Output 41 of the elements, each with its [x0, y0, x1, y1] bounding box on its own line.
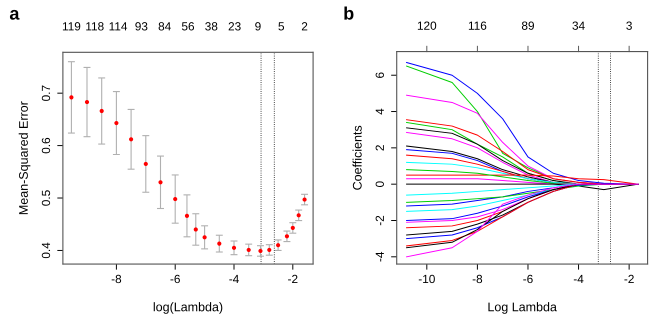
text: 93 [135, 22, 148, 31]
y-axis-title: Coefficients [352, 126, 362, 190]
x-tick-label: -6 [170, 274, 180, 284]
y-tick-label: 6 [376, 72, 384, 78]
x-tick-label: -2 [624, 274, 634, 284]
y-tick-label: 2 [376, 145, 384, 151]
text: 89 [522, 21, 534, 30]
x-tick-label: -10 [418, 274, 435, 284]
chart-title: b [344, 6, 354, 20]
text: 120 [418, 21, 436, 30]
chart-title: a [10, 10, 20, 20]
x-tick-label: -4 [229, 274, 239, 284]
y-tick-label: 0 [376, 181, 384, 187]
x-axis-title: Log Lambda [488, 302, 557, 314]
y-tick-label: 0.5 [42, 190, 50, 206]
y-axis-title: Mean-Squared Error [18, 101, 30, 214]
text: 23 [228, 22, 241, 31]
text: 5 [278, 22, 284, 31]
y-tick-label: -2 [376, 216, 384, 226]
text: 119 [62, 22, 80, 31]
text: 38 [205, 22, 218, 31]
x-tick-label: -6 [523, 274, 533, 284]
text: 56 [182, 22, 194, 31]
text: 116 [468, 21, 486, 30]
text: 118 [86, 22, 104, 31]
y-tick-label: 0.6 [42, 138, 50, 154]
text: 34 [572, 21, 585, 30]
y-tick-label: -4 [376, 252, 384, 262]
x-axis-title: log(Lambda) [154, 302, 222, 314]
text: 84 [158, 22, 171, 31]
text: 2 [302, 22, 308, 30]
text: 114 [110, 22, 128, 30]
text: 3 [626, 21, 632, 30]
x-tick-label: -2 [288, 274, 298, 284]
y-tick-label: 4 [376, 108, 384, 115]
y-tick-label: 0.7 [42, 86, 50, 101]
x-tick-label: -4 [574, 274, 584, 284]
x-tick-label: -8 [112, 274, 122, 284]
x-tick-label: -8 [472, 274, 482, 284]
text: 9 [255, 22, 261, 31]
y-tick-label: 0.4 [42, 242, 50, 258]
